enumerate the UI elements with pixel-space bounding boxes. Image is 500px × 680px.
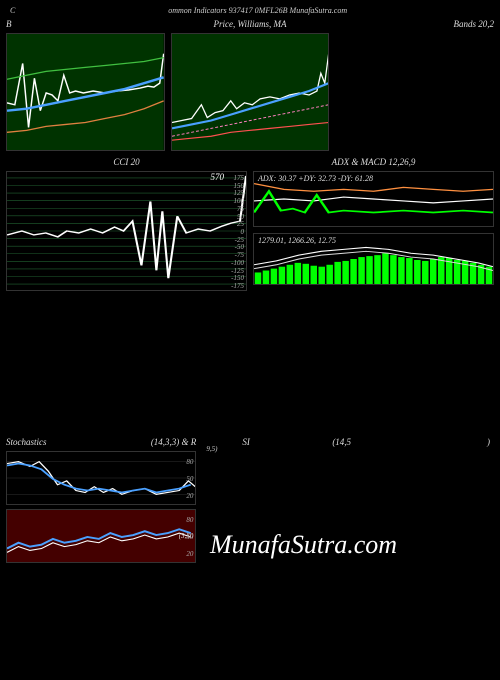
title-stoch-left: Stochastics xyxy=(6,437,47,447)
panel-price-ma: Price, Williams, MA xyxy=(171,19,330,151)
title-stoch-right: (14,3,3) & R xyxy=(151,437,197,447)
panel-bands: Bands 20,2 xyxy=(335,19,494,151)
rsi-marker: 9,5) xyxy=(206,445,217,453)
row-2: CCI 20 570 1751501251007550250-25-50-75-… xyxy=(0,157,500,291)
page-header: C ommon Indicators 937417 0MFL26B Munafa… xyxy=(0,0,500,19)
title-si-paren: ) xyxy=(487,437,490,447)
chart-price-ma xyxy=(171,33,330,151)
title-price-ma: Price, Williams, MA xyxy=(214,19,287,29)
title-bands: Bands 20,2 xyxy=(454,19,495,29)
adx-label: ADX: 30.37 +DY: 32.73 -DY: 61.28 xyxy=(258,174,373,183)
header-left: C xyxy=(10,6,15,15)
header-center: ommon Indicators 937417 0MFL26B MunafaSu… xyxy=(168,6,347,15)
row-3: Stochastics (14,3,3) & R 805020 (3,50 80… xyxy=(0,437,500,563)
panel-adx-macd: ADX & MACD 12,26,9 ADX: 30.37 +DY: 32.73… xyxy=(253,157,494,291)
title-si: SI xyxy=(242,437,250,447)
title-si-right: (14,5 xyxy=(332,437,351,447)
spacer xyxy=(0,297,500,437)
title-cci: CCI 20 xyxy=(113,157,139,167)
title-adx-macd: ADX & MACD 12,26,9 xyxy=(332,157,416,167)
panel-bollinger-left: B xyxy=(6,19,165,151)
chart-cci: 570 1751501251007550250-25-50-75-100-125… xyxy=(6,171,247,291)
title-b: B xyxy=(6,19,12,29)
chart-macd: 1279.01, 1266.26, 12.75 xyxy=(253,233,494,285)
row-1: B Price, Williams, MA Bands 20,2 xyxy=(0,19,500,151)
chart-stoch-bottom: (3,50 805020 xyxy=(6,509,196,563)
macd-label: 1279.01, 1266.26, 12.75 xyxy=(258,236,336,245)
panel-cci: CCI 20 570 1751501251007550250-25-50-75-… xyxy=(6,157,247,291)
chart-bollinger-left xyxy=(6,33,165,151)
cci-peak-label: 570 xyxy=(211,172,225,182)
chart-stoch-top: 805020 xyxy=(6,451,196,505)
chart-bands xyxy=(335,33,494,151)
chart-adx: ADX: 30.37 +DY: 32.73 -DY: 61.28 xyxy=(253,171,494,227)
panel-stochastics: Stochastics (14,3,3) & R 805020 (3,50 80… xyxy=(6,437,196,563)
panel-rsi: SI (14,5 ) 9,5) xyxy=(202,437,494,563)
